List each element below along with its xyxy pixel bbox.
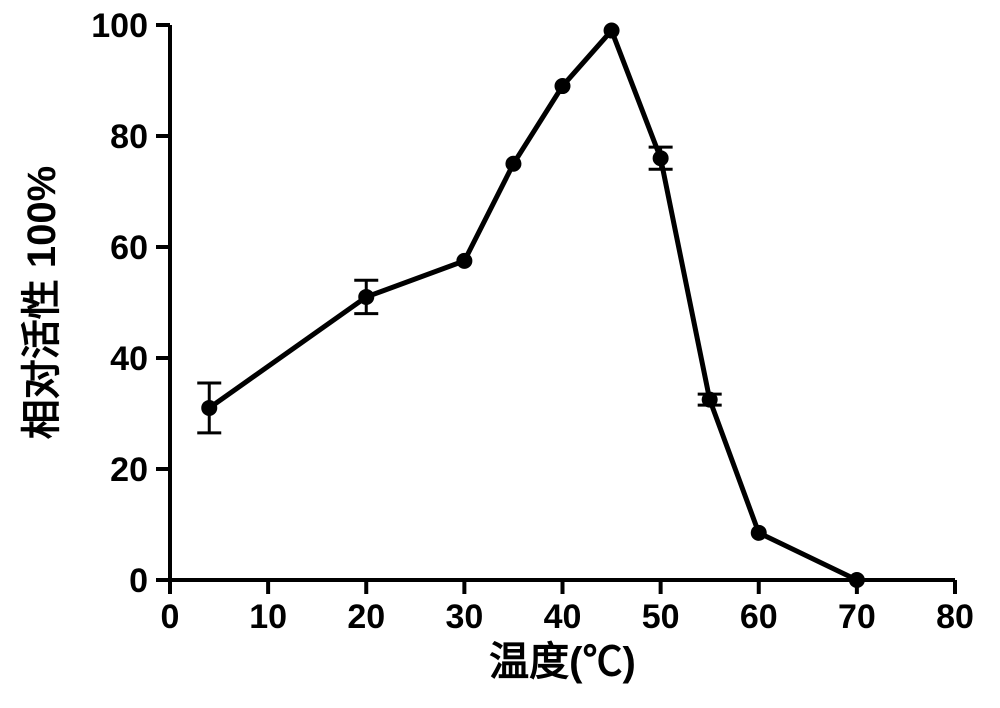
x-tick-label: 30	[445, 598, 483, 636]
x-tick-label: 40	[544, 598, 582, 636]
data-point	[456, 253, 472, 269]
data-point	[358, 289, 374, 305]
y-tick-label: 20	[110, 451, 148, 489]
chart-container: 0 10 20 30 40 50 60 70 80 0 20 40 60 80 100 温度(℃) 相对活性 1…	[0, 0, 1000, 708]
data-point	[849, 572, 865, 588]
y-tick-label: 0	[129, 562, 148, 600]
data-point	[604, 23, 620, 39]
y-tick-label: 40	[110, 340, 148, 378]
line-chart: 0 10 20 30 40 50 60 70 80 0 20 40 60 80 100 温度(℃) 相对活性 1…	[0, 0, 1000, 708]
y-tick-label: 60	[110, 229, 148, 267]
data-point	[653, 150, 669, 166]
x-tick-label: 0	[161, 598, 180, 636]
x-axis-label: 温度(℃)	[489, 640, 636, 684]
data-point	[505, 156, 521, 172]
x-tick-label: 20	[347, 598, 385, 636]
y-tick-label: 80	[110, 118, 148, 156]
data-point	[555, 78, 571, 94]
data-point	[201, 400, 217, 416]
x-tick-label: 10	[249, 598, 287, 636]
y-tick-label: 100	[91, 7, 148, 45]
x-tick-label: 70	[838, 598, 876, 636]
data-line	[209, 31, 857, 580]
data-point	[751, 525, 767, 541]
x-tick-label: 50	[642, 598, 680, 636]
data-point	[702, 392, 718, 408]
x-tick-label: 60	[740, 598, 778, 636]
x-tick-label: 80	[936, 598, 974, 636]
y-axis-label: 相对活性 100%	[20, 166, 64, 439]
